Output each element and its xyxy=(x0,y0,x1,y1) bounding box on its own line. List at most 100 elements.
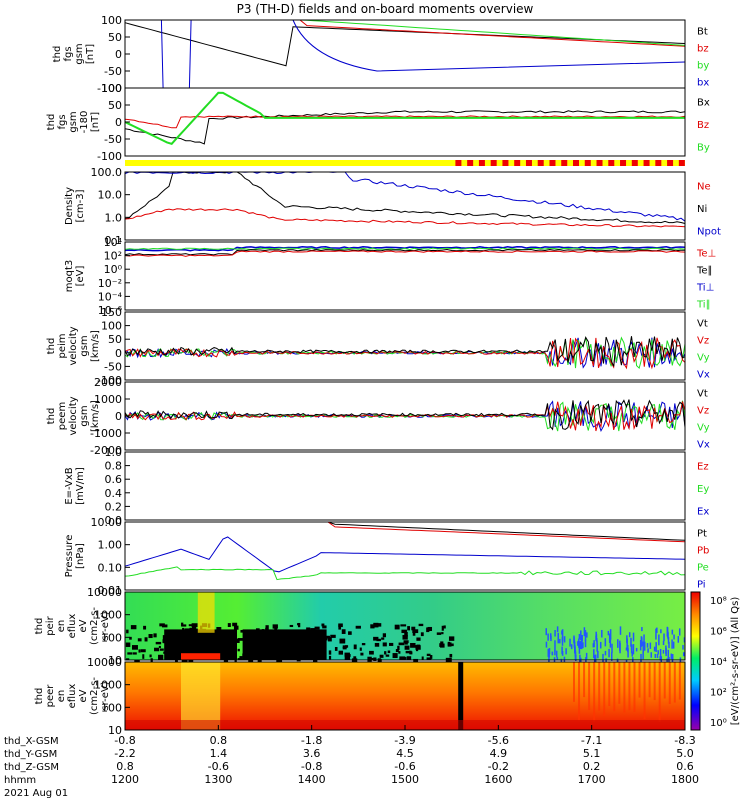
peir-speckle xyxy=(640,653,642,664)
peir-dropout xyxy=(369,657,374,661)
peir-dropout xyxy=(374,642,380,647)
peir-speckle xyxy=(561,646,563,655)
peir-dropout xyxy=(232,622,238,627)
status-bar-segment xyxy=(620,160,627,166)
x-tick-label: 1300 xyxy=(204,773,232,786)
peer-stripe xyxy=(573,662,575,702)
peir-speckle xyxy=(578,633,581,640)
y-axis-label: E=-VxB xyxy=(64,467,75,504)
peir-dropout xyxy=(381,637,385,640)
legend-entry: Te⊥ xyxy=(696,249,716,260)
peir-speckle xyxy=(678,628,681,636)
peir-speckle xyxy=(594,654,597,664)
peer-stripe xyxy=(648,662,651,698)
panel-density: 100.0 10.0 1.0 0.1 Density [cm-3] Ne Ni Npot xyxy=(64,166,721,247)
peir-dropout xyxy=(382,633,387,638)
y-gsm-label: -2.2 xyxy=(114,747,135,760)
peir-speckle xyxy=(672,641,675,649)
series-pt xyxy=(125,521,686,541)
y-tick-label: -50 xyxy=(104,133,122,146)
status-bar-segment xyxy=(478,160,485,166)
colorbar-tick-label: 10⁶ xyxy=(710,627,727,638)
peir-dropout xyxy=(379,654,384,658)
x-row-label: thd_Z-GSM xyxy=(4,762,59,773)
y-tick-label: 0 xyxy=(115,347,122,360)
peir-speckle xyxy=(602,653,604,663)
status-bar-segment xyxy=(502,160,509,166)
peir-dropout xyxy=(416,637,421,641)
peir-speckle xyxy=(548,653,550,665)
peir-dropout xyxy=(448,636,455,641)
y-axis-label: peim xyxy=(57,333,68,358)
y-tick-label: 10.0 xyxy=(98,189,123,202)
peir-speckle xyxy=(561,651,564,656)
peir-dropout xyxy=(158,654,164,660)
y-axis-label: gsm xyxy=(79,335,90,356)
peir-dropout xyxy=(239,656,243,660)
peir-dropout xyxy=(427,626,433,631)
peir-dropout xyxy=(276,659,283,664)
panel-peer: 10000 1000 100 10 thd peer en eflux eV (cm2-s-sr-… xyxy=(34,656,686,737)
peir-speckle xyxy=(565,648,567,655)
y-tick-label: 1000 xyxy=(94,679,122,692)
peer-stripe xyxy=(643,662,646,720)
peir-speckle xyxy=(596,638,598,642)
y-axis-label: gsm xyxy=(68,111,79,132)
peir-speckle xyxy=(666,630,669,638)
peir-dropout xyxy=(306,627,311,630)
peir-speckle xyxy=(643,634,645,645)
peir-dropout xyxy=(181,624,187,627)
y-tick-label: 2000 xyxy=(94,376,122,389)
peir-speckle xyxy=(667,649,670,660)
peir-dropout xyxy=(443,625,446,629)
peir-speckle xyxy=(632,657,634,665)
y-tick-label: 1000 xyxy=(94,393,122,406)
colorbar-label: [eV/(cm²-s-sr-eV)] (All Qs) xyxy=(730,597,741,726)
peir-dropout xyxy=(216,626,222,630)
peir-hot-spot xyxy=(181,653,221,660)
peir-dropout xyxy=(235,638,240,643)
y-axis-label: gsm xyxy=(79,405,90,426)
z-gsm-label: -0.6 xyxy=(394,760,415,773)
peir-dropout xyxy=(129,636,132,640)
peir-dropout xyxy=(143,625,147,630)
peir-dropout xyxy=(338,624,342,630)
y-gsm-label: 5.0 xyxy=(676,747,694,760)
peir-dropout xyxy=(162,635,165,640)
peir-speckle xyxy=(632,644,635,655)
legend-entry: Vx xyxy=(697,370,710,381)
peer-stripe xyxy=(588,662,591,711)
peir-speckle xyxy=(561,637,564,642)
y-axis-label: [cm-3] xyxy=(75,189,86,222)
peir-dropout xyxy=(155,641,162,645)
peir-speckle xyxy=(670,653,673,660)
peir-dropout xyxy=(345,654,351,657)
peir-dropout xyxy=(191,623,198,628)
peir-dropout xyxy=(361,643,366,646)
peir-speckle xyxy=(593,649,595,659)
y-axis-label: eflux xyxy=(67,684,78,709)
peir-dropout xyxy=(289,624,294,628)
legend-entry: Bz xyxy=(697,120,709,131)
y-axis-label: thd xyxy=(52,46,63,63)
peir-speckle xyxy=(655,628,657,640)
peir-speckle xyxy=(577,641,579,646)
peir-dropout xyxy=(398,651,401,654)
peir-speckle xyxy=(682,652,685,657)
legend-entry: Pi xyxy=(697,580,706,591)
peir-dropout xyxy=(237,638,244,641)
peir-speckle xyxy=(578,643,581,654)
peir-speckle xyxy=(554,630,556,637)
y-axis-label: [nT] xyxy=(85,44,96,64)
peir-dropout xyxy=(153,633,157,638)
y-axis-label: Pressure xyxy=(64,535,75,578)
peir-dropout xyxy=(389,642,394,646)
peir-dropout xyxy=(137,638,142,642)
peir-dropout xyxy=(412,632,416,636)
peir-speckle xyxy=(563,636,566,643)
peir-dropout xyxy=(158,645,161,649)
peir-dropout xyxy=(272,624,278,629)
peir-speckle xyxy=(626,638,628,649)
peir-dropout xyxy=(426,653,431,656)
peir-speckle xyxy=(575,654,577,661)
